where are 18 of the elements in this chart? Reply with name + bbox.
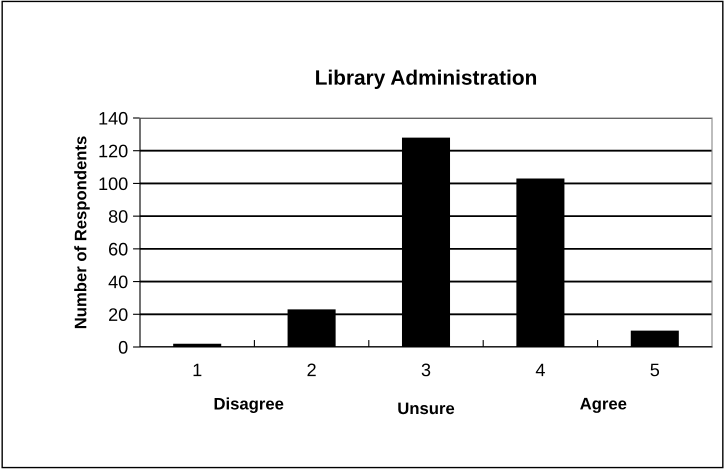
y-tick-label: 80 <box>108 210 128 223</box>
text: Unsure <box>398 402 454 414</box>
x-tick-label: 1 <box>194 364 202 376</box>
y-tick-label: 140 <box>99 112 128 125</box>
y-tick-label: 100 <box>99 177 128 190</box>
y-axis-title: Number of Respondents <box>74 136 90 328</box>
y-tick-label: 40 <box>108 276 128 288</box>
text: Agree <box>580 398 626 413</box>
x-tick-label: 5 <box>650 364 660 376</box>
text: Disagree <box>214 397 284 413</box>
x-tick-label: 4 <box>536 364 545 376</box>
y-tick-label: 60 <box>109 242 128 256</box>
y-tick-label: 0 <box>118 340 128 354</box>
y-tick-label: 20 <box>109 308 128 322</box>
x-tick-label: 2 <box>307 364 316 376</box>
y-tick-label: 120 <box>99 144 128 158</box>
x-tick-label: 3 <box>422 364 430 376</box>
chart-title: Library Administration <box>316 70 536 89</box>
